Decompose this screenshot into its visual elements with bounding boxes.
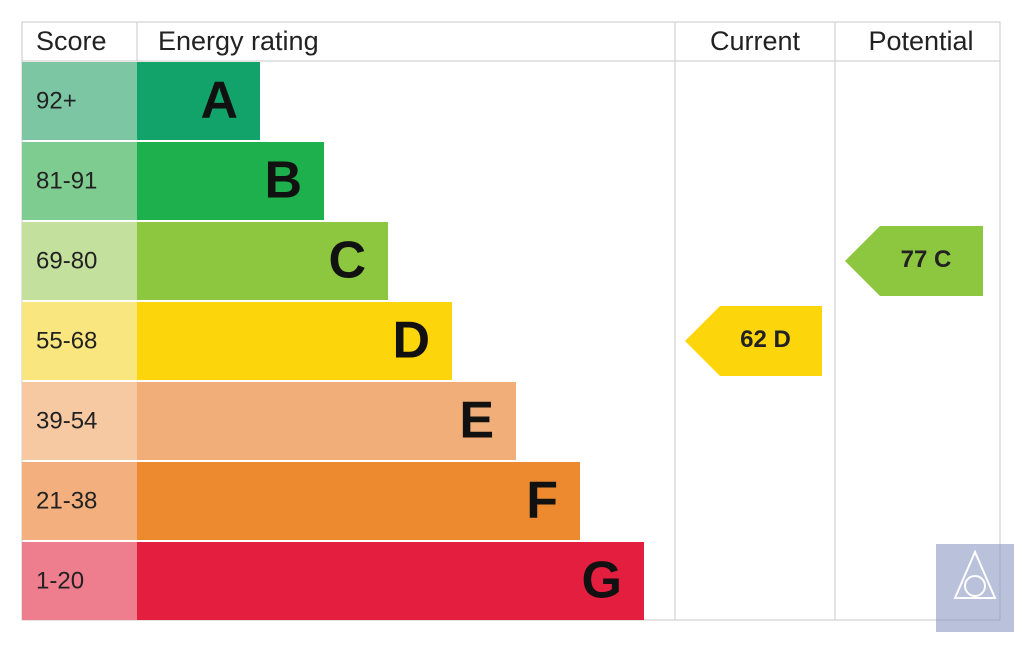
rating-letter: E [459,392,494,450]
arrow-rating: D [774,326,791,353]
score-cell [22,142,137,220]
score-label: 92+ [36,87,77,114]
score-cell [22,462,137,540]
score-label: 21-38 [36,487,97,514]
rating-bar [137,302,452,380]
rating-bar [137,62,260,140]
rating-arrow [845,226,983,296]
header-score: Score [36,26,107,56]
watermark-logo [964,575,986,597]
rating-letter: F [526,472,558,530]
score-cell [22,542,137,620]
score-label: 39-54 [36,407,97,434]
rating-bar [137,462,580,540]
rating-letter: C [328,232,366,290]
score-cell [22,302,137,380]
arrow-label: 62 D [740,326,791,353]
arrow-score: 77 [901,246,928,273]
score-label: 1-20 [36,567,84,594]
arrow-score: 62 [740,326,767,353]
header-rating: Energy rating [158,26,319,56]
score-cell [22,222,137,300]
rating-bar [137,542,644,620]
rating-bar [137,382,516,460]
header-current: Current [710,26,801,56]
arrow-rating: C [934,246,951,273]
score-cell [22,62,137,140]
arrow-label: 77 C [901,246,952,273]
rating-bar [137,142,324,220]
score-label: 55-68 [36,327,97,354]
rating-arrow [685,306,822,376]
rating-letter: B [264,152,302,210]
score-label: 69-80 [36,247,97,274]
rating-letter: G [582,552,622,610]
watermark-box [936,544,1014,632]
rating-letter: D [392,312,430,370]
header-potential: Potential [868,26,973,56]
score-cell [22,382,137,460]
rating-letter: A [200,72,238,130]
rating-bar [137,222,388,300]
watermark-logo [953,549,997,599]
watermark [936,544,1014,632]
score-label: 81-91 [36,167,97,194]
